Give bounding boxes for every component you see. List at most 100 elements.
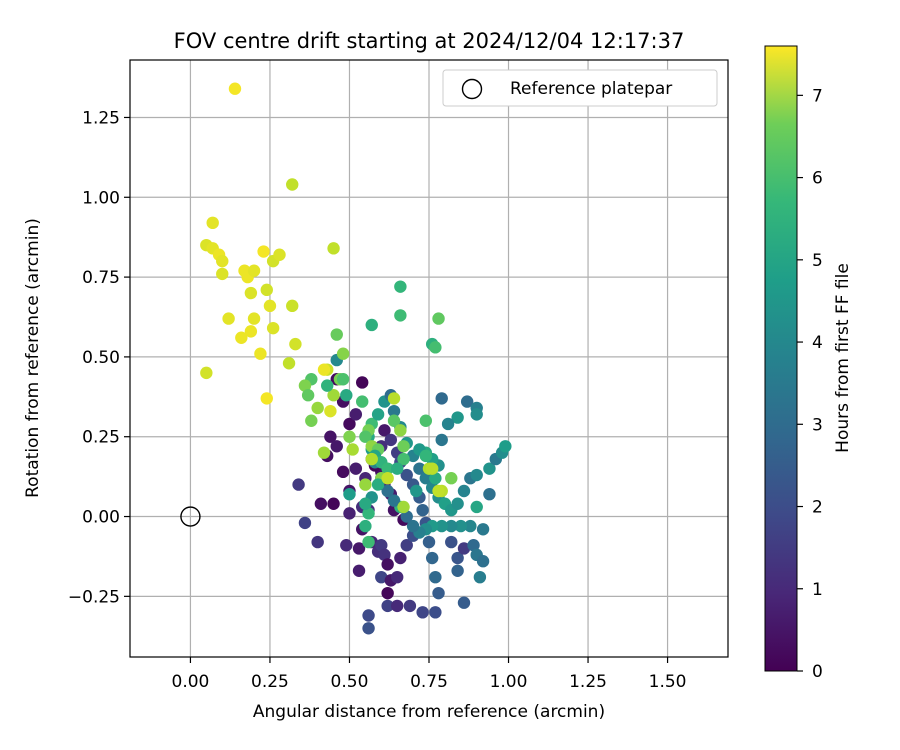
data-point: [400, 510, 413, 523]
data-point: [273, 248, 286, 261]
colorbar-tick-label: 7: [812, 86, 823, 106]
data-point: [359, 519, 372, 533]
data-point: [457, 542, 471, 555]
data-point: [381, 599, 394, 613]
data-point: [460, 395, 474, 408]
data-point: [476, 555, 490, 568]
data-point: [429, 341, 442, 354]
data-point: [419, 472, 433, 485]
x-tick-label: 1.25: [569, 672, 607, 692]
data-point: [346, 443, 359, 456]
data-point: [394, 551, 407, 565]
data-point: [432, 586, 445, 600]
x-axis-label: Angular distance from reference (arcmin): [253, 702, 605, 722]
data-point: [343, 507, 356, 520]
x-tick-label: 0.00: [172, 672, 210, 692]
data-point: [483, 487, 496, 501]
colorbar-tick-label: 0: [812, 662, 823, 682]
data-point: [381, 462, 394, 475]
colorbar-tick-label: 2: [812, 498, 823, 518]
data-point: [247, 264, 261, 277]
data-point: [359, 430, 372, 443]
data-point: [371, 478, 385, 491]
data-point: [451, 497, 464, 510]
data-point: [397, 440, 410, 453]
data-point: [432, 312, 445, 325]
data-point: [387, 494, 401, 507]
data-point: [311, 535, 324, 549]
data-point: [464, 519, 477, 533]
data-point: [470, 468, 483, 482]
data-point: [298, 516, 312, 530]
data-point: [432, 484, 445, 498]
data-point: [324, 404, 337, 418]
data-point: [381, 484, 394, 498]
data-point: [419, 414, 433, 427]
x-axis-ticks: 0.00 0.25 0.50 0.75 1.00 1.25 1.50: [172, 657, 686, 692]
data-point: [292, 478, 305, 491]
data-point: [327, 242, 340, 255]
data-point: [266, 321, 280, 335]
data-point: [200, 366, 213, 380]
data-point: [425, 462, 439, 475]
data-point: [349, 462, 363, 475]
data-point: [416, 503, 429, 517]
data-point: [298, 379, 312, 392]
data-point: [394, 424, 407, 437]
data-point: [400, 539, 413, 552]
data-point: [381, 558, 394, 571]
data-point: [336, 465, 350, 479]
data-point: [384, 433, 398, 447]
data-point: [416, 606, 429, 619]
data-point: [476, 523, 490, 536]
data-point: [289, 337, 302, 351]
data-point: [260, 283, 273, 297]
data-point: [429, 606, 442, 619]
legend-marker-circle: [461, 78, 483, 100]
data-point: [483, 462, 496, 475]
data-point: [406, 519, 420, 533]
data-point: [362, 535, 375, 549]
data-point: [301, 389, 315, 402]
colorbar-tick-label: 3: [812, 415, 823, 435]
data-point: [260, 392, 273, 405]
colorbar-tick-label: 5: [812, 251, 823, 271]
data-point: [467, 539, 480, 552]
data-point: [359, 478, 372, 491]
data-point: [222, 312, 235, 325]
y-axis-ticks: −0.25 0.00 0.25 0.50 0.75 1.00 1.25: [68, 108, 130, 607]
data-point: [457, 484, 471, 498]
y-tick-label: 1.00: [82, 188, 120, 208]
data-point: [340, 539, 353, 552]
data-point: [359, 497, 372, 510]
data-point: [362, 609, 375, 622]
colorbar-gradient: [764, 45, 798, 672]
colorbar: 0 1 2 3 4 5 6 7 Hours from first FF file: [764, 45, 853, 682]
data-point: [457, 596, 471, 609]
y-tick-label: −0.25: [68, 587, 120, 607]
data-point: [228, 82, 242, 95]
data-point: [343, 430, 356, 443]
data-point: [470, 408, 483, 421]
data-point: [435, 519, 448, 533]
data-point: [282, 357, 296, 370]
data-point: [343, 417, 356, 431]
data-point: [336, 373, 350, 386]
data-point: [352, 542, 366, 555]
colorbar-ticks: 0 1 2 3 4 5 6 7: [797, 86, 823, 682]
data-point: [403, 599, 417, 613]
x-tick-label: 1.00: [490, 672, 528, 692]
data-point: [263, 299, 277, 313]
data-point: [499, 440, 512, 453]
data-point: [375, 539, 388, 552]
data-point: [419, 449, 433, 463]
data-point: [330, 328, 343, 341]
data-point: [422, 535, 436, 549]
data-point: [454, 519, 468, 533]
data-points: [200, 82, 512, 635]
data-point: [425, 551, 439, 565]
y-tick-label: 0.50: [82, 348, 120, 368]
legend-box: [442, 69, 718, 107]
data-point: [352, 564, 366, 578]
